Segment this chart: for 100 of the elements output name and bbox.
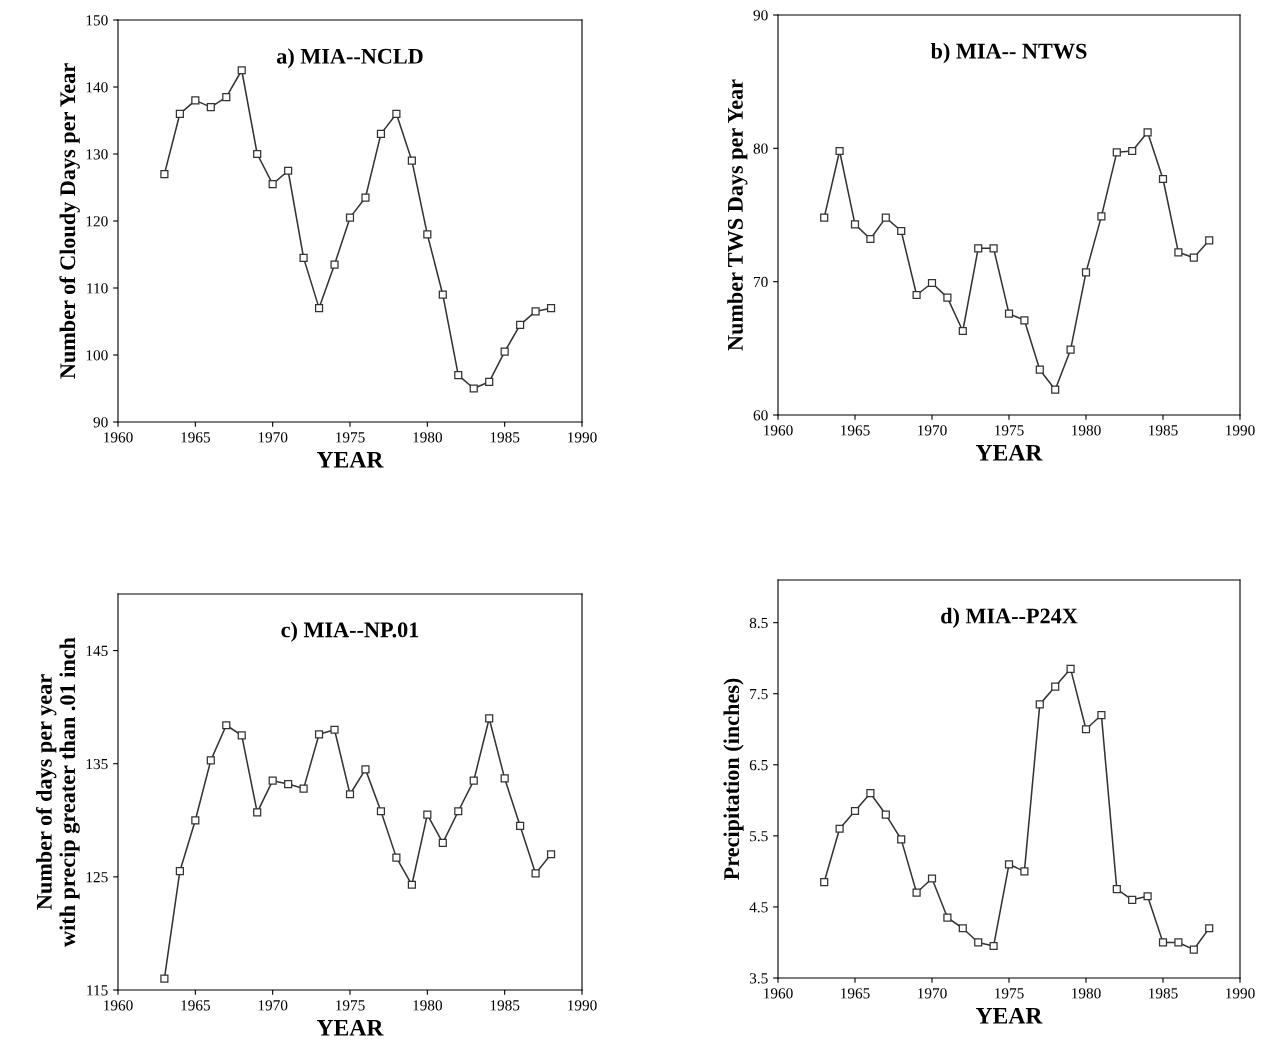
point	[1066, 664, 1075, 673]
y-tick-label: 100	[86, 350, 108, 361]
point	[881, 810, 890, 819]
text: d) MIA--P24X	[941, 607, 1078, 629]
point	[485, 714, 494, 723]
point	[866, 234, 875, 244]
point	[500, 347, 509, 356]
point	[1174, 938, 1183, 947]
x-tick-label: 1980	[413, 1000, 443, 1011]
point	[897, 835, 906, 844]
point	[314, 304, 324, 313]
point	[361, 193, 370, 202]
point	[160, 974, 169, 983]
y-tick-label: 4.5	[749, 902, 768, 913]
x-axis-title: YEAR	[975, 1007, 1043, 1024]
point	[989, 244, 998, 253]
x-tick-label: 1960	[764, 988, 793, 999]
x-tick-label: 1990	[1226, 425, 1255, 436]
point	[1143, 128, 1152, 137]
point	[927, 874, 937, 883]
x-tick-label: 1975	[336, 432, 365, 443]
point	[1097, 212, 1106, 221]
y-tick-label: 150	[86, 15, 108, 26]
y-axis-title: Number of days per year with precip greater than .01 inch	[35, 637, 80, 947]
x-tick-label: 1975	[995, 425, 1024, 436]
point	[175, 867, 184, 876]
point	[485, 377, 494, 386]
x-tick-label: 1990	[568, 1000, 597, 1011]
x-tick-label: 1965	[841, 425, 870, 436]
x-tick-label: 1965	[181, 1000, 211, 1011]
y-tick-label: 8.5	[749, 617, 768, 629]
y-tick-label: 80	[753, 143, 768, 154]
point	[237, 731, 246, 740]
x-tick-label: 1970	[918, 425, 947, 436]
x-tick-label: 1985	[1149, 988, 1178, 999]
point	[1081, 725, 1091, 734]
point	[1112, 885, 1121, 894]
text: b) MIA-- NTWS	[930, 43, 1087, 64]
point	[438, 290, 447, 299]
y-tick-label: 135	[86, 758, 108, 770]
x-tick-label: 1965	[181, 432, 211, 443]
point	[1128, 146, 1137, 156]
point	[253, 808, 262, 817]
point	[299, 253, 308, 262]
y-tick-label: 130	[86, 149, 108, 160]
y-tick-label: 125	[86, 872, 108, 883]
point	[1035, 700, 1044, 709]
point	[1205, 236, 1214, 245]
point	[1174, 248, 1183, 257]
point	[958, 326, 967, 336]
point	[1205, 924, 1214, 933]
x-axis-title: YEAR	[975, 444, 1043, 461]
point	[392, 853, 401, 862]
x-tick-label: 1990	[568, 432, 597, 443]
point	[866, 789, 875, 798]
point	[268, 180, 277, 189]
point	[516, 320, 525, 329]
point	[500, 774, 509, 783]
x-tick-label: 1970	[918, 988, 947, 999]
point	[1158, 938, 1168, 947]
point	[927, 278, 937, 288]
x-tick-label: 1960	[104, 1000, 133, 1011]
point	[958, 924, 967, 933]
point	[912, 290, 921, 300]
point	[835, 146, 844, 156]
point	[299, 784, 308, 793]
point	[438, 838, 447, 848]
point	[1004, 860, 1014, 869]
point	[423, 810, 432, 819]
x-tick-label: 1960	[764, 425, 793, 436]
y-axis-title: Precipitation (inches)	[723, 678, 744, 880]
point	[897, 226, 906, 236]
y-tick-label: 90	[93, 417, 108, 428]
point	[314, 730, 324, 739]
point	[407, 156, 416, 165]
point	[1051, 385, 1060, 394]
point	[175, 109, 184, 118]
y-tick-label: 60	[753, 410, 768, 421]
point	[284, 779, 293, 789]
x-tick-label: 1965	[841, 988, 870, 999]
point	[361, 765, 370, 774]
y-tick-label: 120	[86, 216, 108, 227]
point	[531, 869, 540, 878]
y-tick-label: 3.5	[749, 973, 768, 984]
point	[820, 877, 829, 887]
point	[206, 756, 215, 765]
x-tick-label: 1975	[995, 988, 1024, 999]
point	[546, 850, 556, 859]
x-tick-label: 1975	[336, 1000, 365, 1011]
point	[160, 170, 169, 179]
point	[881, 213, 890, 222]
point	[835, 824, 844, 833]
point	[376, 807, 386, 816]
x-tick-label: 1985	[490, 1000, 520, 1011]
point	[1035, 365, 1044, 374]
point	[1189, 253, 1198, 262]
point	[1004, 309, 1014, 318]
point	[237, 66, 246, 75]
point	[345, 213, 355, 222]
point	[454, 371, 463, 380]
